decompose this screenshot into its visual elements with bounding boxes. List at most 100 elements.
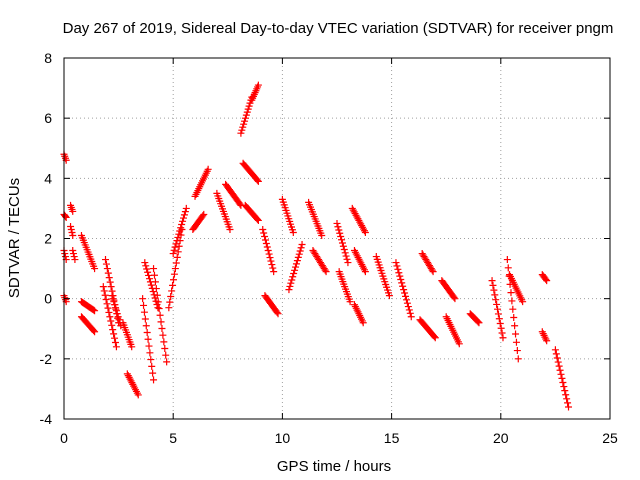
data-point (509, 305, 517, 313)
data-point (146, 349, 154, 357)
data-point (67, 225, 75, 233)
data-point (298, 241, 306, 249)
data-point (244, 105, 252, 113)
data-point (157, 318, 165, 326)
data-point (490, 286, 498, 294)
data-point (338, 239, 346, 247)
data-point (340, 246, 348, 254)
data-point (152, 285, 160, 293)
data-point (507, 289, 515, 297)
data-point (514, 355, 522, 363)
data-point (61, 253, 69, 261)
data-point (565, 403, 573, 411)
data-point (150, 265, 158, 273)
data-point (238, 126, 246, 134)
data-point (494, 305, 502, 313)
data-point (253, 176, 261, 184)
data-point (171, 243, 179, 251)
point-cluster (99, 283, 120, 351)
data-point (295, 250, 303, 258)
data-point (110, 298, 118, 306)
data-point (395, 269, 403, 277)
point-cluster (239, 159, 262, 185)
data-point (109, 326, 117, 334)
data-point (273, 308, 281, 316)
data-point (161, 345, 169, 353)
data-point (108, 321, 116, 329)
data-point (111, 301, 119, 309)
chart-title: Day 267 of 2019, Sidereal Day-to-day VTE… (63, 20, 614, 37)
data-point (399, 282, 407, 290)
data-point (494, 310, 502, 318)
data-point (104, 304, 112, 312)
point-cluster (551, 346, 573, 411)
data-point (359, 319, 367, 327)
x-tick-label: 25 (602, 430, 618, 446)
data-point (145, 275, 153, 283)
data-point (174, 248, 182, 256)
data-point (338, 236, 346, 244)
data-point (178, 221, 186, 229)
data-point (269, 264, 277, 272)
data-point (563, 395, 571, 403)
x-tick-label: 0 (60, 430, 68, 446)
axis-ticks: 0 5 10 15 20 25 -4 -2 0 2 4 6 8 (40, 50, 618, 446)
data-point (262, 240, 270, 248)
data-point (285, 286, 293, 294)
data-point (179, 214, 187, 222)
data-point (398, 279, 406, 287)
data-point (451, 295, 459, 303)
data-point (344, 259, 352, 267)
y-tick-label: 6 (44, 110, 52, 126)
data-point (236, 200, 244, 208)
data-point (405, 306, 413, 314)
data-point (145, 271, 153, 279)
data-point (139, 295, 147, 303)
data-point (559, 378, 567, 386)
point-cluster (466, 310, 483, 327)
point-cluster (222, 180, 245, 209)
data-point (288, 276, 296, 284)
point-cluster (241, 201, 262, 224)
data-point (557, 370, 565, 378)
data-point (260, 229, 268, 237)
data-point (343, 255, 351, 263)
data-point (512, 330, 520, 338)
data-point (253, 215, 261, 223)
data-point (400, 286, 408, 294)
point-cluster (438, 277, 459, 303)
point-cluster (278, 195, 297, 236)
data-point (289, 228, 297, 236)
data-point (147, 356, 155, 364)
data-point (107, 317, 115, 325)
data-point (261, 232, 269, 240)
x-axis-label: GPS time / hours (277, 458, 391, 475)
data-point (140, 308, 148, 316)
data-point (102, 296, 110, 304)
data-point (142, 322, 150, 330)
data-point (110, 330, 118, 338)
data-point (90, 327, 98, 335)
data-point (106, 278, 114, 286)
data-point (245, 102, 253, 110)
data-point (177, 224, 185, 232)
data-points (60, 81, 573, 411)
point-cluster (506, 271, 527, 306)
data-point (144, 268, 152, 276)
data-point (293, 257, 301, 265)
data-point (170, 246, 178, 254)
point-cluster (309, 247, 330, 276)
data-point (141, 259, 149, 267)
data-point (91, 328, 99, 336)
data-point (289, 273, 297, 281)
data-point (112, 343, 120, 351)
data-point (172, 259, 180, 267)
data-point (361, 228, 369, 236)
data-point (99, 283, 107, 291)
point-cluster (305, 198, 326, 239)
data-point (403, 299, 411, 307)
y-tick-label: 8 (44, 50, 52, 66)
data-point (429, 268, 437, 276)
data-point (564, 399, 572, 407)
data-point (267, 257, 275, 265)
